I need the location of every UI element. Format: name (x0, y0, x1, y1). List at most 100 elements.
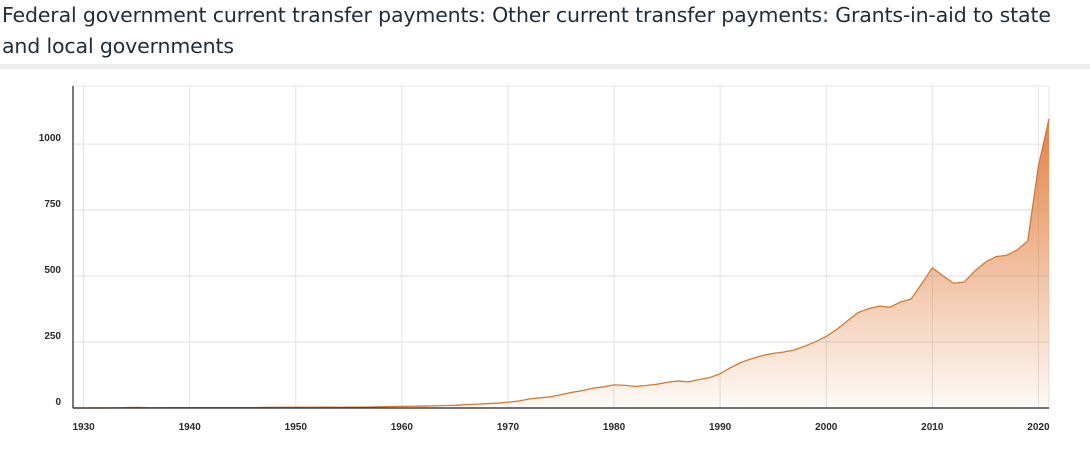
data-point[interactable] (357, 405, 361, 409)
data-point[interactable] (103, 406, 107, 410)
data-point[interactable] (601, 385, 605, 389)
data-point[interactable] (580, 389, 584, 393)
y-axis-ticks: 0 250 500 750 1000 (39, 133, 62, 408)
axes (72, 86, 1049, 409)
data-point[interactable] (782, 350, 786, 354)
data-point[interactable] (188, 406, 192, 410)
data-point[interactable] (527, 397, 531, 401)
data-point[interactable] (453, 403, 457, 407)
data-point[interactable] (973, 269, 977, 273)
data-point[interactable] (761, 354, 765, 358)
data-point[interactable] (135, 405, 139, 409)
data-point[interactable] (814, 340, 818, 344)
data-point[interactable] (241, 406, 245, 410)
data-point[interactable] (750, 357, 754, 361)
data-point[interactable] (336, 405, 340, 409)
data-point[interactable] (665, 380, 669, 384)
data-point[interactable] (464, 403, 468, 407)
data-point[interactable] (909, 297, 913, 301)
data-point[interactable] (654, 382, 658, 386)
data-point[interactable] (559, 393, 563, 397)
data-point[interactable] (304, 405, 308, 409)
data-point[interactable] (930, 266, 934, 270)
data-point[interactable] (1015, 248, 1019, 252)
data-point[interactable] (156, 406, 160, 410)
data-point[interactable] (729, 366, 733, 370)
data-point[interactable] (209, 406, 213, 410)
data-point[interactable] (877, 304, 881, 308)
data-point[interactable] (326, 405, 330, 409)
data-point[interactable] (708, 376, 712, 380)
data-point[interactable] (697, 378, 701, 382)
data-point[interactable] (803, 344, 807, 348)
data-point[interactable] (1047, 117, 1051, 121)
data-point[interactable] (262, 405, 266, 409)
data-point[interactable] (92, 406, 96, 410)
data-point[interactable] (82, 406, 86, 410)
data-point[interactable] (1036, 164, 1040, 168)
data-point[interactable] (888, 305, 892, 309)
data-point[interactable] (623, 383, 627, 387)
data-point[interactable] (368, 405, 372, 409)
data-point[interactable] (856, 311, 860, 315)
data-point[interactable] (506, 400, 510, 404)
data-point[interactable] (432, 404, 436, 408)
data-point[interactable] (400, 404, 404, 408)
data-point[interactable] (177, 406, 181, 410)
data-point[interactable] (962, 280, 966, 284)
data-point[interactable] (835, 327, 839, 331)
data-point[interactable] (294, 405, 298, 409)
data-point[interactable] (994, 255, 998, 259)
data-point[interactable] (739, 360, 743, 364)
data-point[interactable] (898, 300, 902, 304)
data-point[interactable] (792, 348, 796, 352)
data-point[interactable] (718, 372, 722, 376)
data-point[interactable] (442, 404, 446, 408)
data-point[interactable] (421, 404, 425, 408)
data-point[interactable] (676, 379, 680, 383)
data-point[interactable] (867, 307, 871, 311)
y-tick-label: 1000 (39, 133, 62, 144)
data-point[interactable] (166, 406, 170, 410)
data-point[interactable] (485, 402, 489, 406)
data-point[interactable] (591, 386, 595, 390)
data-point[interactable] (983, 260, 987, 264)
data-point[interactable] (283, 405, 287, 409)
data-point[interactable] (389, 405, 393, 409)
data-point[interactable] (845, 319, 849, 323)
data-point[interactable] (230, 406, 234, 410)
data-point[interactable] (644, 383, 648, 387)
data-point[interactable] (379, 405, 383, 409)
y-tick-label: 0 (55, 397, 61, 408)
data-point[interactable] (113, 406, 117, 410)
data-point[interactable] (941, 274, 945, 278)
data-point[interactable] (198, 406, 202, 410)
data-point[interactable] (315, 405, 319, 409)
data-point[interactable] (145, 406, 149, 410)
data-point[interactable] (517, 399, 521, 403)
data-point[interactable] (548, 395, 552, 399)
data-point[interactable] (570, 390, 574, 394)
data-point[interactable] (952, 281, 956, 285)
x-tick-label: 1940 (179, 422, 202, 433)
data-point[interactable] (347, 405, 351, 409)
data-point[interactable] (220, 406, 224, 410)
data-point[interactable] (474, 402, 478, 406)
data-point[interactable] (920, 282, 924, 286)
data-point[interactable] (495, 401, 499, 405)
data-point[interactable] (633, 384, 637, 388)
data-point[interactable] (251, 406, 255, 410)
data-point[interactable] (538, 396, 542, 400)
data-point[interactable] (410, 404, 414, 408)
data-point[interactable] (771, 351, 775, 355)
data-point[interactable] (273, 405, 277, 409)
y-tick-label: 500 (44, 265, 61, 276)
data-point[interactable] (1026, 239, 1030, 243)
data-point[interactable] (824, 334, 828, 338)
data-point[interactable] (686, 380, 690, 384)
data-point[interactable] (612, 383, 616, 387)
data-point[interactable] (1005, 253, 1009, 257)
data-point[interactable] (124, 406, 128, 410)
data-point[interactable] (71, 406, 75, 410)
